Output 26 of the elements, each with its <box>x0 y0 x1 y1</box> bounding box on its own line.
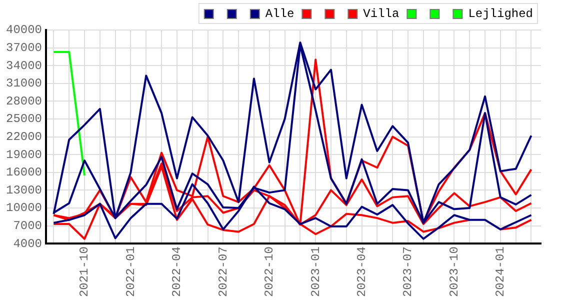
legend-label: Alle <box>265 7 294 22</box>
y-tick-label: 28000 <box>6 94 42 108</box>
x-tick-label: 2022-04 <box>170 246 184 298</box>
legend-label: Villa <box>363 7 400 22</box>
y-tick-label: 31000 <box>6 76 42 91</box>
x-tick-label: 2021-10 <box>78 246 92 298</box>
y-tick-label: 13000 <box>6 183 42 198</box>
x-tick-label: 2023-10 <box>447 246 462 298</box>
x-tick-label: 2023-01 <box>308 246 323 298</box>
y-tick-label: 25000 <box>6 112 42 126</box>
y-tick-label: 7000 <box>13 218 42 233</box>
x-tick-label: 2022-10 <box>262 246 277 298</box>
x-tick-label: 2023-04 <box>354 246 369 298</box>
y-tick-label: 19000 <box>6 148 42 162</box>
y-tick-label: 16000 <box>6 166 42 180</box>
y-tick-label: 10000 <box>6 201 42 216</box>
x-tick-label: 2023-07 <box>401 246 416 298</box>
x-tick-label: 2022-01 <box>124 246 138 298</box>
x-tick-label: 2022-07 <box>216 246 230 298</box>
y-tick-label: 37000 <box>6 40 42 55</box>
y-tick-label: 34000 <box>6 58 42 73</box>
y-tick-label: 40000 <box>6 23 42 38</box>
legend-label: Lejlighed <box>468 7 533 22</box>
y-tick-label: 22000 <box>6 130 42 144</box>
y-tick-label: 4000 <box>13 236 42 251</box>
x-tick-label: 2024-01 <box>494 246 508 298</box>
